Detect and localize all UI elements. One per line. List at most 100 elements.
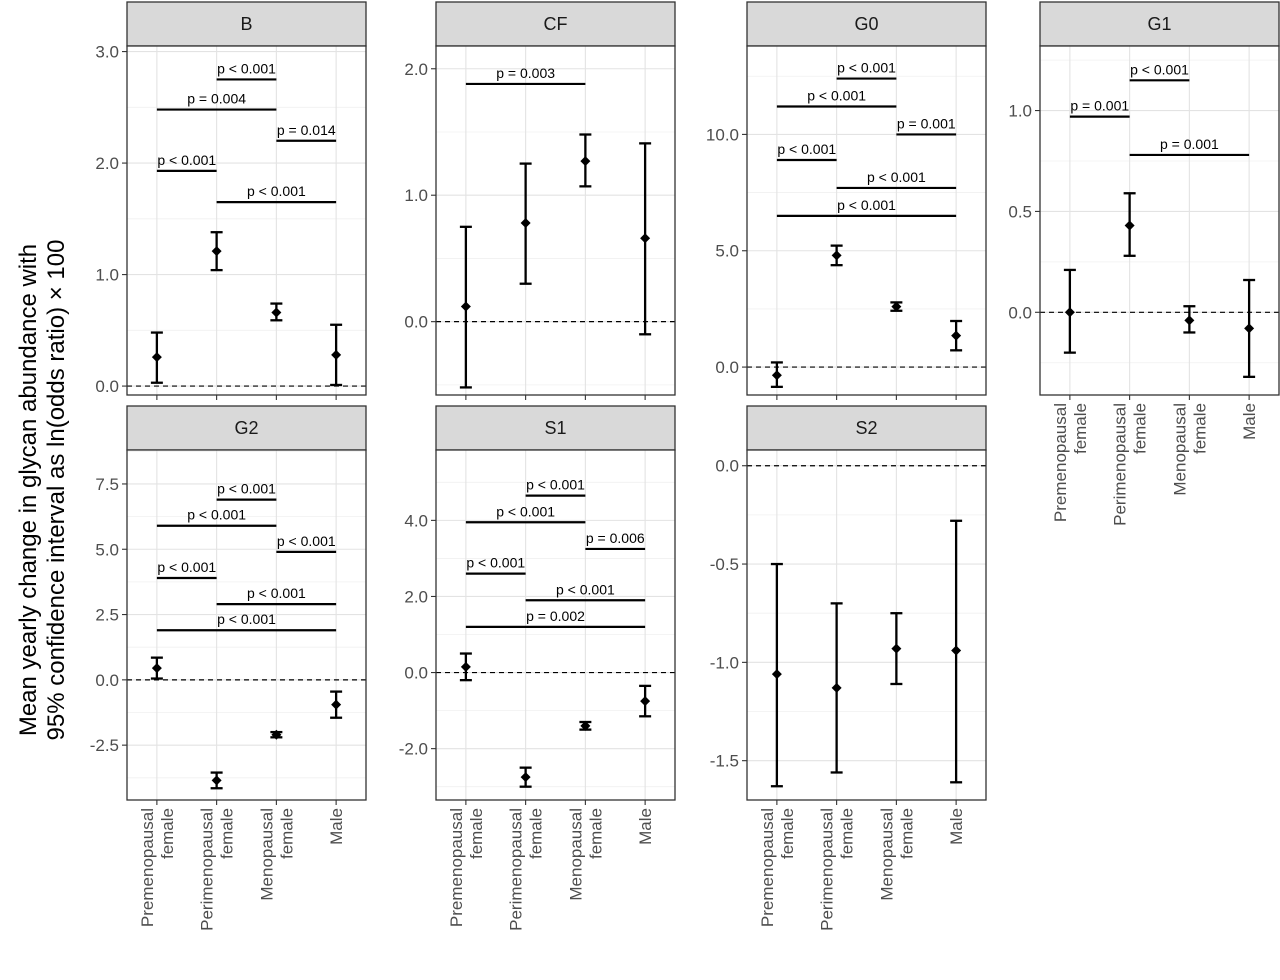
y-tick-label-S2-1: -1.0 <box>710 653 739 672</box>
y-tick-label-G2-4: 7.5 <box>95 475 119 494</box>
comparison-label-B-0: p < 0.001 <box>157 152 216 168</box>
plot-area-CF <box>436 46 675 395</box>
comparison-label-G2-2: p < 0.001 <box>217 611 276 627</box>
panel-border-S1 <box>435 449 676 801</box>
x-tick-label-6-3-0: Male <box>947 808 966 845</box>
x-tick-label-3-1-0: Perimenopausal <box>1111 403 1130 526</box>
strip-B <box>126 1 367 47</box>
x-tick-label-4-0-1: female <box>158 808 177 859</box>
comparison-label-S1-2: p = 0.002 <box>526 608 585 624</box>
x-tick-label-6-1-0: Perimenopausal <box>818 808 837 931</box>
comparison-label-B-1: p = 0.004 <box>187 91 246 107</box>
plot-area-B <box>127 46 366 395</box>
x-tick-label-4-2-1: female <box>277 808 296 859</box>
x-tick-label-4-0-0: Premenopausal <box>138 808 157 927</box>
point-estimate-S2-1 <box>831 682 842 693</box>
y-tick-label-G0-1: 5.0 <box>715 242 739 261</box>
plot-area-S1 <box>436 450 675 800</box>
y-tick-label-B-2: 2.0 <box>95 154 119 173</box>
y-tick-label-G1-2: 1.0 <box>1008 102 1032 121</box>
x-tick-label-3-2-1: female <box>1190 403 1209 454</box>
comparison-label-G2-5: p < 0.001 <box>277 533 336 549</box>
x-tick-label-4-2-0: Menopausal <box>257 808 276 901</box>
x-tick-label-3-2-0: Menopausal <box>1170 403 1189 496</box>
y-tick-label-S1-3: 4.0 <box>404 511 428 530</box>
point-estimate-G1-2 <box>1184 315 1195 326</box>
y-tick-label-B-0: 0.0 <box>95 377 119 396</box>
panel-G2: G2 -2.5 0.0 2.5 5.0 7.5 p < 0.001 p < 0.001 p < … <box>90 405 367 931</box>
strip-label-CF: CF <box>544 14 568 34</box>
comparison-label-G0-0: p < 0.001 <box>777 141 836 157</box>
point-estimate-B-2 <box>271 307 282 318</box>
comparison-label-G0-3: p < 0.001 <box>837 60 896 76</box>
plot-area-G1 <box>1040 46 1279 395</box>
point-estimate-G2-3 <box>331 699 342 710</box>
y-tick-label-G0-0: 0.0 <box>715 358 739 377</box>
strip-CF <box>435 1 676 47</box>
strip-label-S1: S1 <box>544 418 566 438</box>
y-tick-label-S2-0: -1.5 <box>710 752 739 771</box>
comparison-label-G1-2: p = 0.001 <box>1160 136 1219 152</box>
x-tick-label-5-0-1: female <box>467 808 486 859</box>
panel-S1: S1 -2.0 0.0 2.0 4.0 p < 0.001 p < 0.001 p = 0.0… <box>399 405 676 931</box>
point-estimate-G0-0 <box>771 370 782 381</box>
y-tick-label-G1-1: 0.5 <box>1008 202 1032 221</box>
comparison-label-S1-1: p < 0.001 <box>496 503 555 519</box>
panel-CF: CF 0.0 1.0 2.0 p = 0.003 <box>404 1 676 400</box>
point-estimate-CF-0 <box>460 301 471 312</box>
x-tick-label-3-1-1: female <box>1131 403 1150 454</box>
strip-label-B: B <box>240 14 252 34</box>
y-tick-label-S1-1: 0.0 <box>404 664 428 683</box>
comparison-label-G1-0: p = 0.001 <box>1070 98 1129 114</box>
point-estimate-G0-3 <box>951 330 962 341</box>
y-tick-label-CF-1: 1.0 <box>404 186 428 205</box>
point-estimate-CF-2 <box>580 156 591 167</box>
y-axis-title-line-1: Mean yearly change in glycan abundance w… <box>15 244 42 736</box>
comparison-label-G2-1: p < 0.001 <box>187 507 246 523</box>
point-estimate-S2-2 <box>891 643 902 654</box>
strip-label-G2: G2 <box>234 418 258 438</box>
panel-B: B 0.0 1.0 2.0 3.0 p < 0.001 p = 0.004 p < 0.001… <box>95 1 367 400</box>
strip-label-G0: G0 <box>854 14 878 34</box>
x-tick-label-5-3-0: Male <box>636 808 655 845</box>
panel-border-G2 <box>126 449 367 801</box>
plot-area-S2 <box>747 450 986 800</box>
x-tick-label-3-3-0: Male <box>1240 403 1259 440</box>
y-axis-title-line-2: 95% confidence interval as ln(odds ratio… <box>43 240 70 741</box>
y-tick-label-S1-0: -2.0 <box>399 740 428 759</box>
strip-S1 <box>435 405 676 451</box>
point-estimate-S1-2 <box>580 720 591 731</box>
x-tick-label-3-0-0: Premenopausal <box>1051 403 1070 522</box>
comparison-label-G0-5: p = 0.001 <box>897 115 956 131</box>
panel-border-G0 <box>746 45 987 396</box>
comparison-label-G2-4: p < 0.001 <box>247 585 306 601</box>
y-tick-label-G2-1: 0.0 <box>95 671 119 690</box>
x-tick-label-4-3-0: Male <box>327 808 346 845</box>
y-tick-label-CF-0: 0.0 <box>404 313 428 332</box>
comparison-label-G0-2: p < 0.001 <box>837 197 896 213</box>
point-estimate-G0-2 <box>891 301 902 312</box>
comparison-label-S1-0: p < 0.001 <box>466 555 525 571</box>
point-estimate-S2-0 <box>771 669 782 680</box>
point-estimate-G2-1 <box>211 775 222 786</box>
comparison-label-G0-1: p < 0.001 <box>807 87 866 103</box>
y-tick-label-S1-2: 2.0 <box>404 587 428 606</box>
x-tick-label-6-1-1: female <box>838 808 857 859</box>
panel-G1: G1 0.0 0.5 1.0 p = 0.001 p < 0.001 p = 0.001 Pr… <box>1008 1 1280 526</box>
x-tick-label-5-1-0: Perimenopausal <box>507 808 526 931</box>
x-tick-label-5-1-1: female <box>527 808 546 859</box>
comparison-label-CF-0: p = 0.003 <box>496 65 555 81</box>
y-axis-title: Mean yearly change in glycan abundance w… <box>15 240 70 741</box>
point-estimate-CF-3 <box>640 233 651 244</box>
point-estimate-B-3 <box>331 349 342 360</box>
comparison-label-G2-0: p < 0.001 <box>157 559 216 575</box>
y-tick-label-CF-2: 2.0 <box>404 60 428 79</box>
comparison-label-S1-5: p = 0.006 <box>586 530 645 546</box>
point-estimate-G1-1 <box>1124 220 1135 231</box>
comparison-label-B-4: p = 0.014 <box>277 122 336 138</box>
x-tick-label-5-0-0: Premenopausal <box>447 808 466 927</box>
point-estimate-B-0 <box>151 352 162 363</box>
plot-area-G0 <box>747 46 986 395</box>
